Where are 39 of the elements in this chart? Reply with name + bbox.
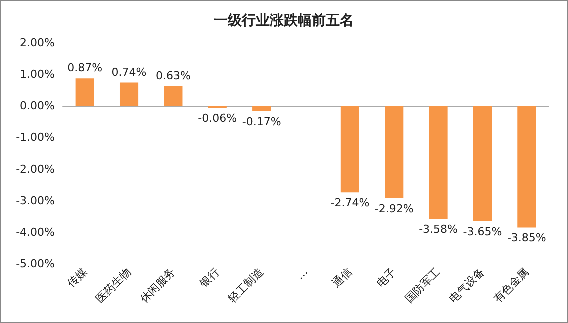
y-tick-label: -5.00%	[16, 258, 55, 270]
bar	[518, 106, 536, 228]
data-label: -0.17%	[242, 116, 282, 129]
data-label: -0.06%	[198, 112, 238, 126]
y-tick-label: -4.00%	[16, 226, 55, 239]
y-tick-label: -3.00%	[16, 194, 55, 208]
data-label: 0.74%	[112, 66, 147, 79]
y-tick-label: 1.00%	[20, 68, 55, 82]
y-tick-label: -1.00%	[16, 131, 55, 144]
chart-title: 一级行业涨跌幅前五名	[214, 13, 354, 29]
bar	[76, 78, 94, 106]
data-label: 0.87%	[68, 62, 103, 75]
x-tick-label: 医药生物	[94, 265, 134, 306]
bar	[120, 82, 139, 106]
y-tick-label: 0.00%	[20, 100, 55, 113]
data-label: -3.58%	[419, 223, 458, 236]
bar	[164, 86, 183, 106]
x-tick-label: …	[294, 265, 311, 282]
y-tick-label: -2.00%	[16, 162, 55, 176]
y-tick-label: 2.00%	[20, 36, 55, 50]
data-label: -2.92%	[374, 202, 414, 216]
data-label: 0.63%	[156, 69, 191, 82]
x-tick-label: 通信	[330, 265, 355, 290]
x-tick-label: 有色金属	[491, 265, 532, 306]
bar	[473, 106, 492, 222]
bar	[340, 106, 360, 193]
bar	[252, 106, 272, 112]
x-tick-label: 国防军工	[402, 265, 444, 306]
x-tick-label: 银行	[196, 265, 222, 291]
bar	[429, 106, 448, 220]
x-tick-label: 传媒	[64, 265, 90, 290]
x-tick-label: 电子	[374, 265, 399, 290]
x-tick-label: 电气设备	[447, 265, 488, 306]
bar	[385, 106, 404, 198]
x-tick-label: 休闲服务	[138, 265, 178, 306]
x-tick-label: 轻工制造	[226, 265, 266, 306]
data-label: -2.74%	[330, 196, 370, 210]
data-label: -3.65%	[463, 225, 502, 238]
data-label: -3.85%	[507, 232, 546, 245]
